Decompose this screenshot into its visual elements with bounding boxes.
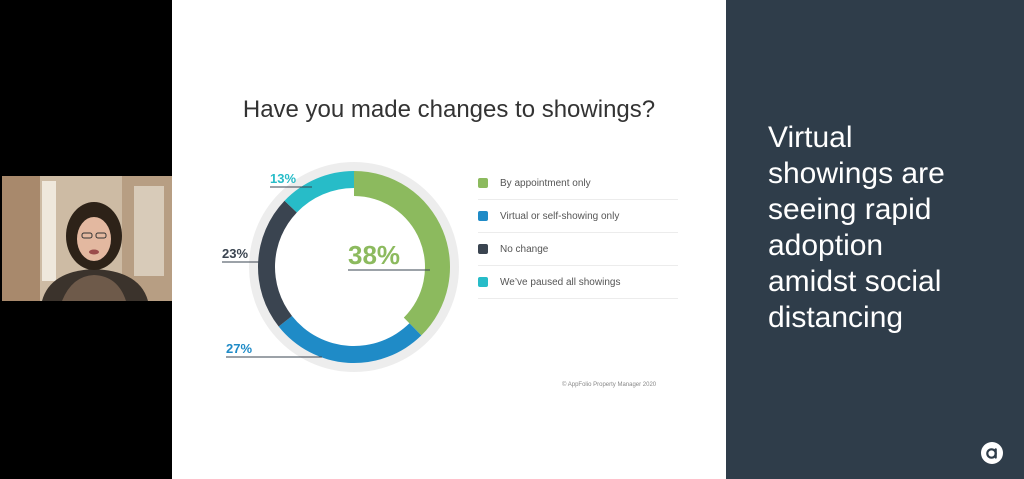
slice-paused — [284, 171, 354, 213]
slice-label-no-change: 23% — [222, 246, 248, 261]
slice-label-virtual: 27% — [226, 341, 252, 356]
headline: Virtual showings are seeing rapid adopti… — [768, 120, 1018, 336]
headline-line: adoption — [768, 229, 884, 262]
headline-line: Virtual — [768, 121, 853, 154]
presentation-slide: Have you made changes to showings? 38% 27… — [172, 0, 726, 479]
slide-title: Have you made changes to showings? — [242, 96, 656, 123]
headline-line: seeing rapid — [768, 193, 932, 226]
legend-label: We’ve paused all showings — [500, 276, 621, 288]
slice-label-paused: 13% — [270, 171, 296, 186]
legend-swatch-green — [478, 178, 488, 188]
donut-chart: 38% 27% 23% 13% — [222, 162, 459, 372]
headline-line: distancing — [768, 301, 904, 334]
slice-virtual — [278, 315, 422, 363]
legend-label: Virtual or self-showing only — [500, 210, 620, 222]
legend-item-no-change: No change — [478, 233, 678, 266]
chart-legend: By appointment only Virtual or self-show… — [478, 167, 678, 299]
donut-shadow — [249, 162, 459, 372]
legend-swatch-blue — [478, 211, 488, 221]
side-panel: Virtual showings are seeing rapid adopti… — [726, 0, 1024, 479]
legend-swatch-dark — [478, 244, 488, 254]
legend-label: By appointment only — [500, 177, 591, 189]
legend-item-paused: We’ve paused all showings — [478, 266, 678, 299]
legend-item-by-appointment: By appointment only — [478, 167, 678, 200]
slice-no-change — [258, 200, 297, 327]
slice-by-appointment — [354, 171, 450, 336]
copyright-note: © AppFolio Property Manager 2020 — [562, 382, 657, 388]
headline-line: amidst social — [768, 265, 942, 298]
legend-swatch-teal — [478, 277, 488, 287]
participant-video — [2, 176, 172, 301]
legend-item-virtual: Virtual or self-showing only — [478, 200, 678, 233]
slice-label-by-appointment: 38% — [348, 240, 400, 270]
webcam-video-feed — [2, 176, 172, 301]
appfolio-logo-icon — [981, 442, 1003, 464]
legend-label: No change — [500, 243, 549, 255]
headline-line: showings are — [768, 157, 945, 190]
